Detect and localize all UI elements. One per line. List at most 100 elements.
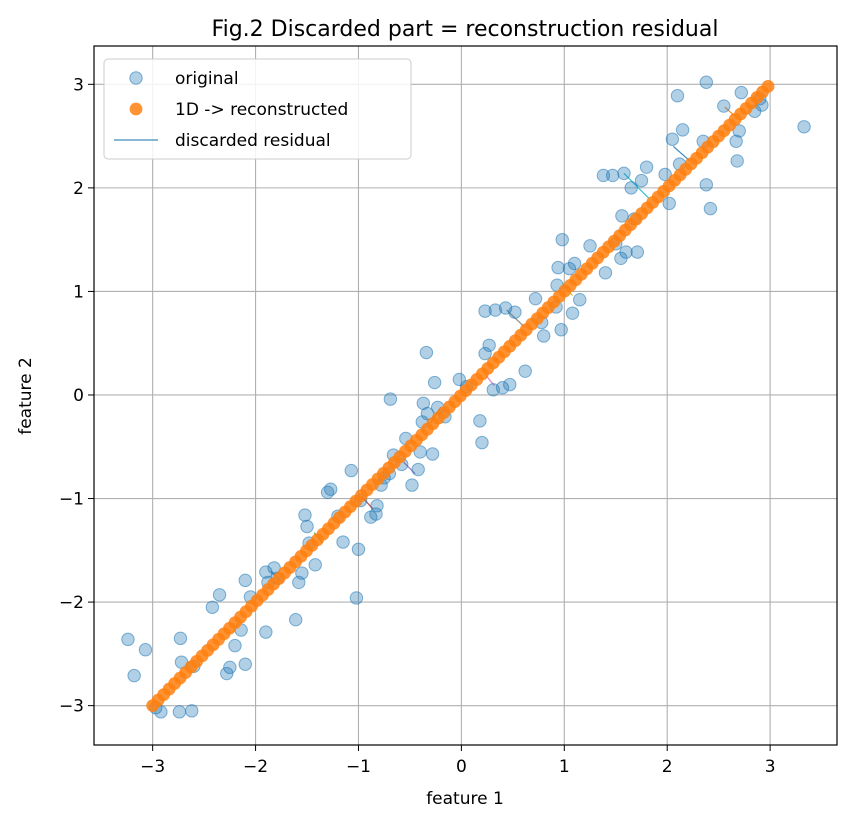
legend-label: 1D -> reconstructed xyxy=(175,100,348,120)
original-point xyxy=(172,705,187,719)
original-point xyxy=(734,85,748,100)
y-tick-label: 0 xyxy=(73,386,84,406)
original-points xyxy=(121,75,811,719)
original-point xyxy=(596,168,611,183)
original-point xyxy=(295,566,309,580)
x-tick-label: 2 xyxy=(662,757,673,777)
legend-box xyxy=(103,58,412,160)
legend-marker-original xyxy=(129,71,143,85)
original-point xyxy=(349,591,364,605)
original-point xyxy=(121,632,135,647)
original-point xyxy=(419,345,434,360)
original-point xyxy=(267,561,281,575)
original-point xyxy=(670,89,685,103)
original-point xyxy=(797,120,811,134)
original-point xyxy=(336,535,350,549)
original-point xyxy=(518,364,532,378)
reconstructed-point xyxy=(761,79,775,93)
original-point xyxy=(259,565,273,579)
original-point xyxy=(473,414,487,428)
original-point xyxy=(555,232,569,247)
legend-marker-reconstructed xyxy=(129,102,143,116)
y-tick-label: −2 xyxy=(59,593,84,613)
original-point xyxy=(323,482,338,496)
original-point xyxy=(370,499,384,513)
original-point xyxy=(238,657,252,671)
original-point xyxy=(475,435,489,450)
plot-frame xyxy=(93,45,838,746)
original-point xyxy=(662,196,676,211)
original-point xyxy=(185,704,199,718)
original-point xyxy=(259,625,273,639)
original-point xyxy=(573,293,587,307)
original-point xyxy=(537,329,551,343)
residual-line xyxy=(403,461,416,475)
chart-title: Fig.2 Discarded part = reconstruction re… xyxy=(212,17,719,42)
y-axis-label: feature 2 xyxy=(16,357,36,435)
original-point xyxy=(562,261,577,276)
original-point xyxy=(220,666,234,681)
original-point xyxy=(425,447,440,461)
original-point xyxy=(617,166,631,181)
original-point xyxy=(551,260,565,275)
original-point xyxy=(289,612,303,627)
original-point xyxy=(729,134,743,148)
original-point xyxy=(717,99,731,113)
y-tick-label: −1 xyxy=(59,490,84,510)
y-tick-label: 3 xyxy=(73,75,84,95)
original-point xyxy=(344,463,358,478)
residual-line xyxy=(672,145,691,162)
original-point xyxy=(699,178,714,192)
original-point xyxy=(205,600,220,614)
x-axis-label: feature 1 xyxy=(426,789,504,809)
x-tick-label: −1 xyxy=(346,757,371,777)
original-point xyxy=(554,323,568,337)
original-point xyxy=(228,638,242,653)
x-tick-label: 0 xyxy=(456,757,467,777)
original-point xyxy=(173,631,188,646)
legend-label: discarded residual xyxy=(175,131,331,151)
original-point xyxy=(732,124,746,138)
original-point xyxy=(238,573,252,588)
axes: −3 −2 −1 0 1 2 3 −3 −2 −1 0 1 2 3 xyxy=(59,75,776,777)
original-point xyxy=(605,168,620,183)
legend-label: original xyxy=(175,69,239,89)
original-point xyxy=(567,256,582,271)
y-tick-label: 1 xyxy=(73,282,84,302)
original-point xyxy=(383,392,398,406)
original-point xyxy=(634,173,649,188)
original-point xyxy=(630,245,645,259)
original-point xyxy=(478,346,492,361)
original-point xyxy=(411,462,425,477)
original-point xyxy=(308,558,322,572)
original-point xyxy=(488,303,503,317)
legend: original 1D -> reconstructed discarded res… xyxy=(103,58,412,160)
original-point xyxy=(615,209,629,223)
original-point xyxy=(427,375,442,390)
original-point xyxy=(212,588,227,602)
original-point xyxy=(624,181,638,195)
original-point xyxy=(298,508,312,522)
y-tick-label: −3 xyxy=(59,697,84,717)
original-point xyxy=(405,478,419,492)
original-point xyxy=(478,304,492,318)
original-point xyxy=(300,519,314,534)
original-point xyxy=(730,154,744,168)
original-point xyxy=(565,306,580,320)
original-point xyxy=(598,266,613,280)
x-tick-label: −3 xyxy=(140,757,165,777)
original-point xyxy=(665,132,680,146)
y-tick-label: 2 xyxy=(73,179,84,199)
grid xyxy=(94,46,837,745)
original-point xyxy=(503,377,517,392)
original-point xyxy=(138,643,153,657)
original-point xyxy=(583,239,597,253)
original-point xyxy=(528,291,543,306)
reconstructed-points xyxy=(146,79,775,713)
original-point xyxy=(619,245,633,259)
original-point xyxy=(420,406,435,421)
original-point xyxy=(495,381,510,395)
original-point xyxy=(508,305,522,319)
original-point xyxy=(639,160,654,174)
x-tick-label: 3 xyxy=(765,757,776,777)
